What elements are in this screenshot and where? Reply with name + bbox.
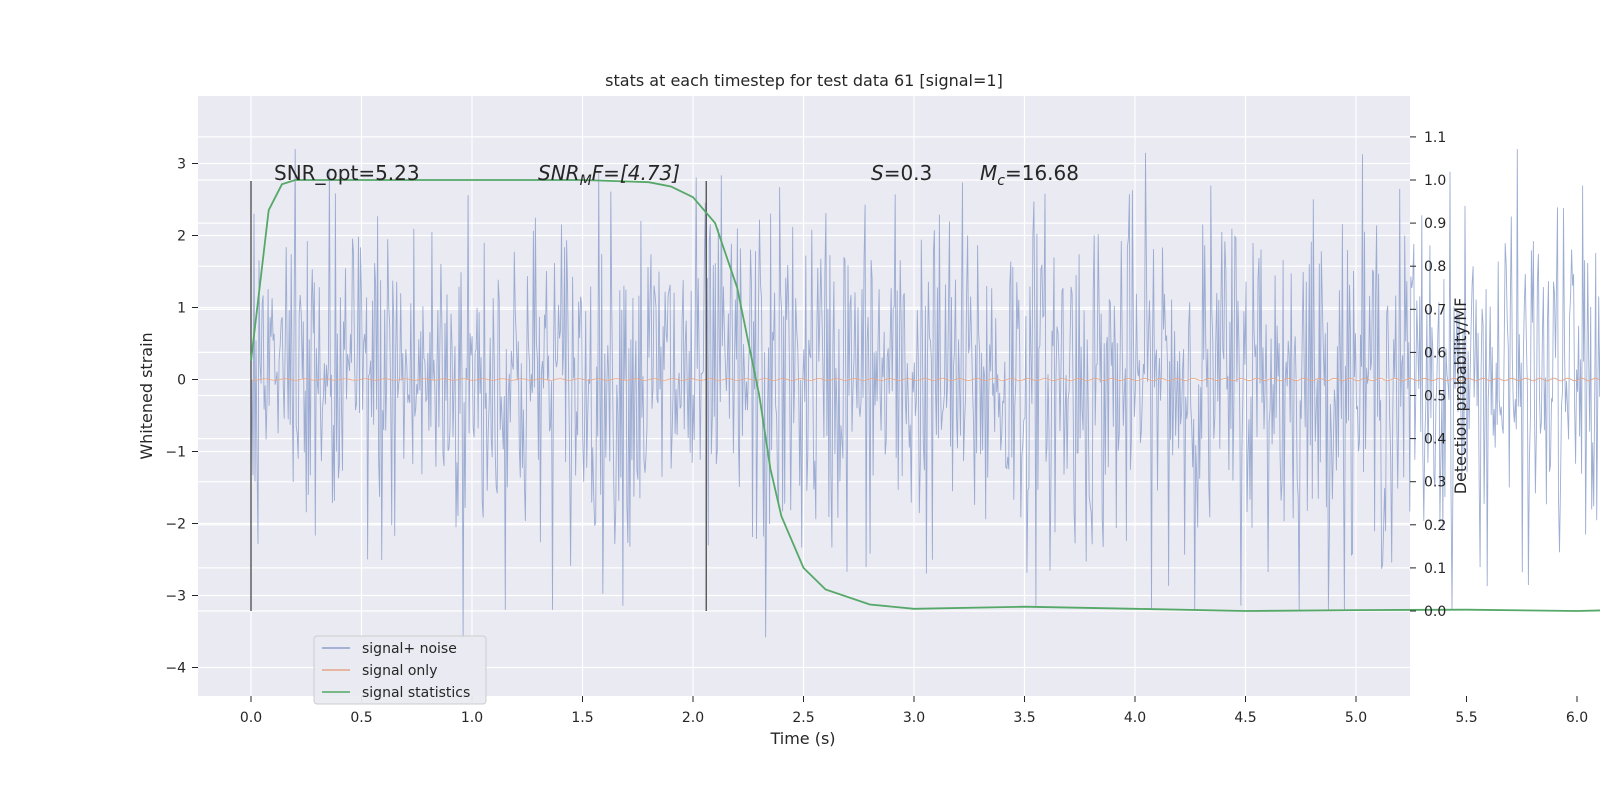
signal-noise-series	[250, 149, 1600, 639]
y-tick-label: −3	[165, 589, 186, 605]
signal-statistics-line	[250, 179, 1600, 612]
y2-axis-label: Detection probability/MF	[1451, 298, 1470, 495]
x-axis-ticks: 0.00.51.01.52.02.53.03.54.04.55.05.56.06…	[240, 696, 1588, 726]
annotation-snr-mf: SNRMF=[4.73]	[538, 161, 680, 189]
annotation-mc-sub: c	[997, 173, 1005, 189]
y-axis-label: Whitened strain	[137, 332, 156, 459]
y-tick-label: 1	[177, 301, 186, 317]
x-tick-label: 0.5	[350, 710, 372, 726]
legend-label-signal-noise: signal+ noise	[362, 641, 457, 657]
x-tick-label: 6.0	[1566, 710, 1588, 726]
x-tick-label: 1.0	[461, 710, 483, 726]
x-tick-label: 4.5	[1234, 710, 1256, 726]
signal-only-line	[250, 377, 1600, 382]
x-tick-label: 1.5	[571, 710, 593, 726]
signal-only-series	[250, 377, 1600, 382]
y2-tick-label: 1.0	[1424, 173, 1446, 189]
annotation-s: S=0.3	[871, 161, 932, 185]
event-markers	[250, 181, 707, 611]
y2-tick-label: 0.8	[1424, 259, 1446, 275]
y-tick-label: 3	[177, 157, 186, 173]
annotation-s-rest: =0.3	[884, 161, 933, 185]
y2-tick-label: 0.0	[1424, 604, 1446, 620]
annotation-snr-mf-rest: F=[4.73]	[592, 161, 680, 185]
legend-box	[313, 635, 487, 705]
annotation-s-var: S	[871, 161, 884, 185]
legend: signal+ noise signal only signal statist…	[313, 635, 487, 705]
y2-tick-label: 0.9	[1424, 216, 1446, 232]
y-tick-label: −1	[165, 445, 186, 461]
y2-axis-ticks: 1.1 1.0 0.9 0.8 0.7 0.6 0.5 0.4 0.3 0.2 0.1 0.0	[1410, 130, 1446, 620]
y2-tick-label: 0.5	[1424, 389, 1446, 405]
annotation-mc-rest: =16.68	[1005, 161, 1079, 185]
x-tick-label: 2.5	[792, 710, 814, 726]
y2-tick-label: 0.2	[1424, 518, 1446, 534]
y2-tick-label: 1.1	[1424, 130, 1446, 146]
annotation-snr-mf-sub: M	[580, 173, 592, 189]
x-tick-label: 5.0	[1345, 710, 1367, 726]
x-tick-label: 5.5	[1455, 710, 1477, 726]
y-tick-label: −4	[165, 661, 186, 677]
y-tick-label: 2	[177, 229, 186, 245]
y2-tick-label: 0.4	[1424, 432, 1446, 448]
grid	[198, 96, 1578, 696]
annotation-mc-var: M	[980, 161, 997, 185]
x-tick-label: 3.0	[903, 710, 925, 726]
annotation-snr-mf-base: SNR	[538, 161, 580, 185]
y2-tick-label: 0.1	[1424, 561, 1446, 577]
y2-tick-label: 0.6	[1424, 345, 1446, 361]
signal-noise-line	[250, 149, 1600, 639]
x-tick-label: 0.0	[240, 710, 262, 726]
chart-title: stats at each timestep for test data 61 …	[605, 71, 1003, 90]
legend-label-signal-only: signal only	[362, 663, 437, 679]
annotation-mc: Mc=16.68	[980, 161, 1079, 189]
legend-label-signal-statistics: signal statistics	[362, 685, 470, 701]
x-tick-label: 3.5	[1013, 710, 1035, 726]
signal-statistics-series	[250, 179, 1600, 612]
y2-tick-label: 0.7	[1424, 302, 1446, 318]
x-axis-label: Time (s)	[769, 729, 835, 748]
x-tick-label: 2.0	[682, 710, 704, 726]
x-tick-label: 4.0	[1124, 710, 1146, 726]
y-tick-label: 0	[177, 373, 186, 389]
y-tick-label: −2	[165, 517, 186, 533]
annotation-snr-opt: SNR_opt=5.23	[274, 161, 420, 185]
y2-tick-label: 0.3	[1424, 475, 1446, 491]
y-axis-ticks: 3 2 1 0 −1 −2 −3 −4	[165, 157, 198, 677]
